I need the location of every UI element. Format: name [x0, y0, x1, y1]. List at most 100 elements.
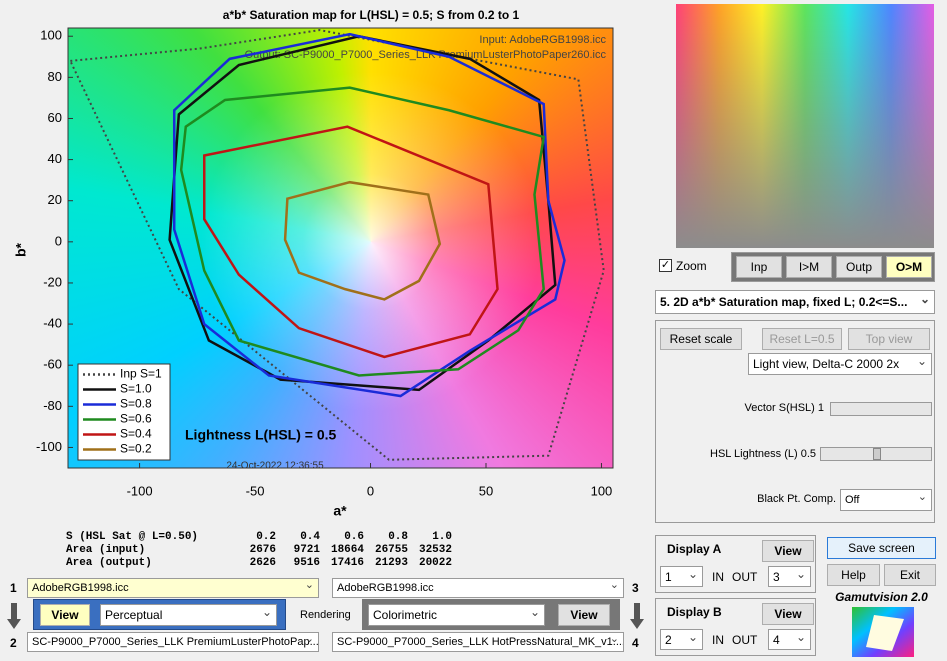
display-a-title: Display A: [667, 542, 722, 556]
out-label: OUT: [732, 570, 758, 584]
table-cell: 2676: [249, 544, 276, 556]
lightness-slider[interactable]: [820, 447, 932, 461]
rendering-label: Rendering: [300, 609, 351, 621]
table-cell: 1.0: [432, 531, 452, 543]
display-b-in[interactable]: 2: [660, 629, 703, 650]
y-tick-label: 40: [48, 151, 62, 166]
lightness-note: Lightness L(HSL) = 0.5: [185, 427, 337, 443]
date-note: 24-Oct-2022 12:36:55: [226, 461, 324, 472]
legend-label: S=0.8: [120, 397, 152, 411]
y-tick-label: -100: [36, 439, 62, 454]
vector-slider[interactable]: [830, 402, 932, 416]
file-select-4[interactable]: SC-P9000_P7000_Series_LLK HotPressNatura…: [332, 632, 624, 652]
display-a-out[interactable]: 3: [768, 566, 811, 587]
display-a-in[interactable]: 1: [660, 566, 703, 587]
zoom-checkbox[interactable]: ✓: [659, 259, 672, 272]
slider-thumb[interactable]: [873, 448, 881, 460]
x-tick-label: 0: [367, 483, 374, 498]
legend-label: S=1.0: [120, 382, 152, 396]
table-cell: 20022: [418, 557, 452, 569]
plot-frame: [67, 27, 614, 469]
exit-button[interactable]: Exit: [884, 564, 936, 586]
slot-label: 4: [632, 636, 639, 650]
x-axis-label: a*: [333, 503, 347, 519]
table-cell: 2626: [249, 557, 276, 569]
table-cell: 0.2: [256, 531, 276, 543]
app-name: Gamutvision 2.0: [835, 590, 928, 604]
table-cell: Area (output): [66, 557, 152, 569]
in-label: IN: [712, 633, 724, 647]
legend-label: S=0.4: [120, 427, 152, 441]
reset-scale-button[interactable]: Reset scale: [660, 328, 742, 350]
save-screen-button[interactable]: Save screen: [827, 537, 936, 559]
y-tick-label: 80: [48, 69, 62, 84]
slot-label: 1: [10, 581, 17, 595]
help-button[interactable]: Help: [827, 564, 880, 586]
view-select[interactable]: Light view, Delta-C 2000 2x: [748, 353, 932, 375]
x-tick-label: -50: [246, 483, 265, 498]
vector-label: Vector S(HSL) 1: [744, 402, 824, 414]
i-m-button[interactable]: I>M: [786, 256, 832, 278]
intent-select-1[interactable]: Perceptual: [100, 604, 277, 626]
table-cell: 9516: [293, 557, 320, 569]
table-cell: Area (input): [66, 544, 146, 556]
file-select-2[interactable]: SC-P9000_P7000_Series_LLK PremiumLusterP…: [27, 632, 319, 652]
zoom-label: Zoom: [676, 259, 707, 273]
mode-select[interactable]: 5. 2D a*b* Saturation map, fixed L; 0.2<…: [655, 290, 935, 314]
outp-button[interactable]: Outp: [836, 256, 882, 278]
display-a-view[interactable]: View: [762, 540, 814, 562]
o-m-button[interactable]: O>M: [886, 256, 932, 278]
intent-select-2[interactable]: Colorimetric: [368, 604, 545, 626]
table-row: S (HSL Sat @ L=0.50) 0.2 0.4 0.6 0.8 1.0: [66, 531, 452, 544]
out-label: OUT: [732, 633, 758, 647]
y-tick-label: 60: [48, 110, 62, 125]
lightness-label: HSL Lightness (L) 0.5: [710, 448, 816, 460]
file-select-1[interactable]: AdobeRGB1998.icc: [27, 578, 319, 598]
table-cell: 0.8: [388, 531, 408, 543]
x-tick-label: -100: [127, 483, 153, 498]
down-arrow: [7, 603, 21, 629]
slot-label: 3: [632, 581, 639, 595]
inp-button[interactable]: Inp: [736, 256, 782, 278]
view-button[interactable]: View: [40, 604, 90, 626]
y-tick-label: 100: [40, 28, 62, 43]
y-tick-label: -20: [43, 274, 62, 289]
bpc-label: Black Pt. Comp.: [757, 493, 836, 505]
gamut-outline: [172, 32, 566, 398]
settings-panel: [655, 320, 935, 523]
display-b-title: Display B: [667, 605, 722, 619]
legend-box: [77, 363, 171, 461]
color-preview: [676, 4, 934, 248]
file-select-3[interactable]: AdobeRGB1998.icc: [332, 578, 624, 598]
view-button[interactable]: View: [558, 604, 610, 626]
gamut-outline: [203, 125, 499, 359]
reset-l-button: Reset L=0.5: [762, 328, 842, 350]
output-note: Output: SC-P9000_P7000_Series_LLK Premiu…: [245, 49, 607, 61]
y-tick-label: 20: [48, 192, 62, 207]
legend-label: S=0.6: [120, 412, 152, 426]
y-tick-label: -40: [43, 316, 62, 331]
table-cell: 9721: [293, 544, 320, 556]
in-label: IN: [712, 570, 724, 584]
display-b-panel: [655, 598, 816, 656]
y-tick-label: -60: [43, 357, 62, 372]
legend-label: S=0.2: [120, 442, 152, 456]
y-tick-label: -80: [43, 398, 62, 413]
gamut-outline: [283, 180, 442, 301]
display-b-view[interactable]: View: [762, 603, 814, 625]
table-cell: 21293: [374, 557, 408, 569]
gamut-outline: [179, 86, 546, 377]
table-cell: 26755: [374, 544, 408, 556]
legend-label: Inp S=1: [120, 367, 162, 381]
x-tick-label: 100: [591, 483, 613, 498]
table-cell: S (HSL Sat @ L=0.50): [66, 531, 199, 543]
display-b-out[interactable]: 4: [768, 629, 811, 650]
table-cell: 18664: [330, 544, 364, 556]
chart: a*b* Saturation map for L(HSL) = 0.5; S …: [13, 8, 614, 519]
gamut-outline: [68, 29, 605, 461]
area-table: S (HSL Sat @ L=0.50) 0.2 0.4 0.6 0.8 1.0 Area …: [66, 531, 452, 570]
table-cell: 0.6: [344, 531, 364, 543]
bpc-select[interactable]: Off: [840, 489, 932, 511]
down-arrow: [630, 603, 644, 629]
